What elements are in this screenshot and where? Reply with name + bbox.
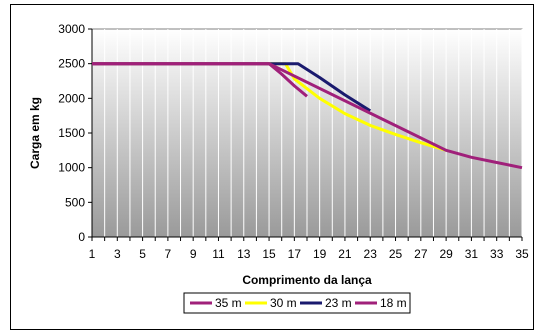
y-tick-label: 2500 xyxy=(58,57,85,71)
x-tick-label: 11 xyxy=(212,247,225,261)
y-axis-title: Carga em kg xyxy=(28,97,42,169)
y-tick-label: 2000 xyxy=(58,91,85,105)
x-tick-label: 9 xyxy=(190,247,197,261)
x-tick-label: 7 xyxy=(165,247,172,261)
y-tick-label: 0 xyxy=(78,230,85,244)
y-tick-label: 3000 xyxy=(58,22,85,36)
x-tick-label: 13 xyxy=(237,247,251,261)
x-tick-label: 15 xyxy=(262,247,276,261)
chart-frame: 0 500 1000 1500 2000 2500 3000 1 3 5 7 9 11 13 15 17 19 2… xyxy=(10,4,534,330)
x-tick-label: 19 xyxy=(313,247,327,261)
y-tick-label: 500 xyxy=(65,195,85,209)
legend-label: 23 m xyxy=(325,296,352,310)
x-tick-label: 17 xyxy=(288,247,302,261)
x-tick-label: 35 xyxy=(515,247,529,261)
y-tick-label: 1000 xyxy=(58,161,85,175)
legend: 35 m 30 m 23 m 18 m xyxy=(183,292,411,314)
x-tick-label: 3 xyxy=(114,247,121,261)
legend-box xyxy=(183,292,411,314)
x-tick-label: 1 xyxy=(89,247,96,261)
legend-label: 30 m xyxy=(270,296,297,310)
series-line-30m xyxy=(92,62,447,152)
y-tick-label: 1500 xyxy=(58,126,85,140)
x-tick-label: 31 xyxy=(465,247,479,261)
x-tick-label: 27 xyxy=(414,247,428,261)
x-tick-label: 25 xyxy=(389,247,403,261)
x-tick-label: 23 xyxy=(364,247,378,261)
legend-label: 35 m xyxy=(215,296,242,310)
legend-label: 18 m xyxy=(380,296,407,310)
x-tick-label: 33 xyxy=(490,247,504,261)
x-axis-title: Comprimento da lança xyxy=(242,273,372,287)
series-line-18m xyxy=(92,62,308,98)
x-tick-label: 21 xyxy=(338,247,352,261)
x-tick-label: 29 xyxy=(439,247,453,261)
x-tick-label: 5 xyxy=(139,247,146,261)
